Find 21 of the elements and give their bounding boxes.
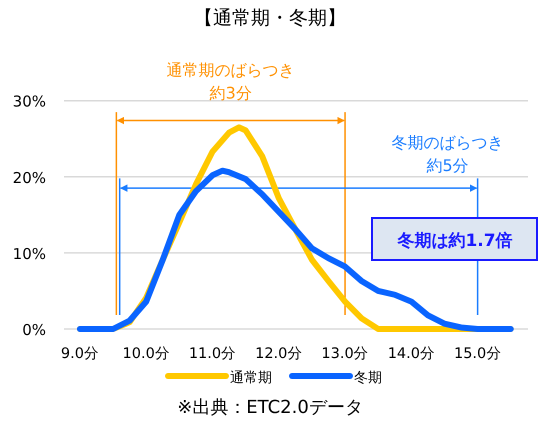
y-tick-label: 0%	[22, 321, 46, 339]
y-tick-label: 20%	[12, 168, 46, 187]
x-tick-label: 9.0分	[60, 345, 99, 362]
x-tick-label: 12.0分	[255, 345, 302, 362]
x-tick-label: 11.0分	[188, 345, 236, 362]
legend-label: 冬期	[354, 370, 382, 386]
text: 通常期のばらつき	[166, 60, 295, 80]
x-tick-label: 15.0分	[454, 345, 502, 362]
text: ※出典：ETC2.0データ	[177, 397, 363, 418]
x-tick-label: 13.0分	[321, 345, 369, 362]
annotation: 約3分	[210, 84, 252, 103]
legend-label: 通常期	[230, 370, 272, 386]
annotation: 約5分	[426, 156, 469, 176]
annotation: 冬期のばらつき	[392, 133, 504, 152]
x-tick-label: 10.0分	[122, 345, 170, 362]
title: 【通常期・冬期】	[194, 7, 346, 29]
y-tick-label: 10%	[12, 244, 46, 263]
note-box: 冬期は約1.7倍	[371, 217, 538, 261]
annotation: 冬期は約1.7倍	[396, 231, 513, 251]
y-tick-label: 30%	[12, 92, 46, 111]
x-tick-label: 14.0分	[388, 345, 435, 362]
